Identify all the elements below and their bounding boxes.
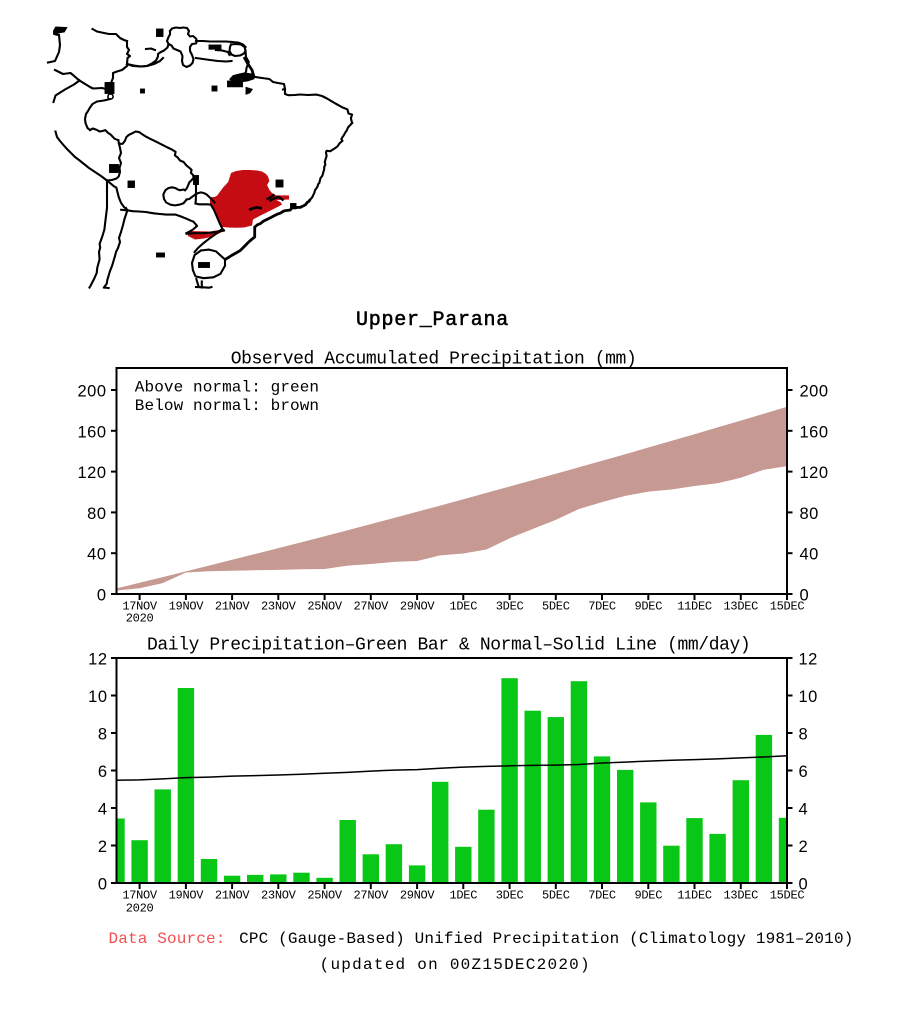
svg-text:2: 2 bbox=[98, 838, 108, 856]
svg-text:Daily Precipitation–Green Bar: Daily Precipitation–Green Bar & Normal–S… bbox=[147, 636, 750, 656]
svg-text:12: 12 bbox=[88, 651, 107, 669]
svg-text:13DEC: 13DEC bbox=[724, 600, 759, 614]
svg-text:15DEC: 15DEC bbox=[770, 888, 805, 902]
svg-text:Above normal: green: Above normal: green bbox=[135, 379, 319, 397]
svg-text:80: 80 bbox=[87, 505, 106, 523]
svg-text:11DEC: 11DEC bbox=[677, 888, 712, 902]
svg-text:Upper_Parana: Upper_Parana bbox=[356, 309, 509, 332]
svg-text:(updated on 00Z15DEC2020): (updated on 00Z15DEC2020) bbox=[320, 956, 591, 974]
svg-text:Data Source:: Data Source: bbox=[109, 930, 226, 948]
svg-text:8: 8 bbox=[98, 726, 108, 744]
svg-text:7DEC: 7DEC bbox=[588, 600, 616, 614]
svg-text:4: 4 bbox=[799, 801, 809, 819]
svg-text:200: 200 bbox=[77, 383, 106, 401]
svg-text:Below normal: brown: Below normal: brown bbox=[135, 397, 319, 415]
svg-text:Observed Accumulated Precipita: Observed Accumulated Precipitation (mm) bbox=[231, 350, 637, 370]
svg-text:23NOV: 23NOV bbox=[261, 888, 297, 902]
svg-text:160: 160 bbox=[77, 423, 106, 441]
svg-text:9DEC: 9DEC bbox=[634, 888, 662, 902]
svg-text:0: 0 bbox=[800, 587, 810, 605]
svg-text:15DEC: 15DEC bbox=[770, 600, 805, 614]
svg-text:19NOV: 19NOV bbox=[169, 600, 205, 614]
svg-text:17NOV: 17NOV bbox=[122, 600, 158, 614]
svg-text:25NOV: 25NOV bbox=[307, 600, 343, 614]
svg-text:13DEC: 13DEC bbox=[724, 888, 759, 902]
svg-text:11DEC: 11DEC bbox=[677, 600, 712, 614]
svg-text:4: 4 bbox=[98, 801, 108, 819]
svg-text:8: 8 bbox=[799, 726, 809, 744]
svg-text:21NOV: 21NOV bbox=[215, 888, 251, 902]
svg-text:6: 6 bbox=[98, 763, 108, 781]
svg-text:120: 120 bbox=[800, 464, 829, 482]
svg-text:27NOV: 27NOV bbox=[354, 888, 390, 902]
svg-text:7DEC: 7DEC bbox=[588, 888, 616, 902]
svg-text:10: 10 bbox=[88, 688, 107, 706]
svg-text:120: 120 bbox=[77, 464, 106, 482]
svg-text:3DEC: 3DEC bbox=[496, 600, 524, 614]
svg-text:21NOV: 21NOV bbox=[215, 600, 251, 614]
svg-text:3DEC: 3DEC bbox=[496, 888, 524, 902]
svg-text:0: 0 bbox=[98, 876, 108, 894]
svg-text:10: 10 bbox=[799, 688, 818, 706]
svg-text:80: 80 bbox=[800, 505, 819, 523]
svg-text:9DEC: 9DEC bbox=[634, 600, 662, 614]
svg-text:27NOV: 27NOV bbox=[354, 600, 390, 614]
svg-text:29NOV: 29NOV bbox=[400, 888, 436, 902]
svg-text:0: 0 bbox=[97, 587, 107, 605]
svg-text:6: 6 bbox=[799, 763, 809, 781]
svg-text:25NOV: 25NOV bbox=[307, 888, 343, 902]
svg-text:23NOV: 23NOV bbox=[261, 600, 297, 614]
svg-text:2020: 2020 bbox=[126, 902, 154, 916]
svg-text:160: 160 bbox=[800, 423, 829, 441]
svg-text:17NOV: 17NOV bbox=[122, 888, 158, 902]
svg-text:5DEC: 5DEC bbox=[542, 888, 570, 902]
svg-text:5DEC: 5DEC bbox=[542, 600, 570, 614]
svg-text:200: 200 bbox=[800, 383, 829, 401]
svg-text:12: 12 bbox=[799, 651, 818, 669]
svg-text:19NOV: 19NOV bbox=[169, 888, 205, 902]
svg-text:40: 40 bbox=[800, 546, 819, 564]
svg-text:0: 0 bbox=[799, 876, 809, 894]
svg-text:2020: 2020 bbox=[126, 611, 154, 625]
svg-text:40: 40 bbox=[87, 546, 106, 564]
svg-text:1DEC: 1DEC bbox=[449, 888, 477, 902]
svg-text:1DEC: 1DEC bbox=[449, 600, 477, 614]
svg-text:2: 2 bbox=[799, 838, 809, 856]
svg-text:CPC (Gauge-Based) Unified Prec: CPC (Gauge-Based) Unified Precipitation … bbox=[239, 930, 853, 948]
svg-text:29NOV: 29NOV bbox=[400, 600, 436, 614]
